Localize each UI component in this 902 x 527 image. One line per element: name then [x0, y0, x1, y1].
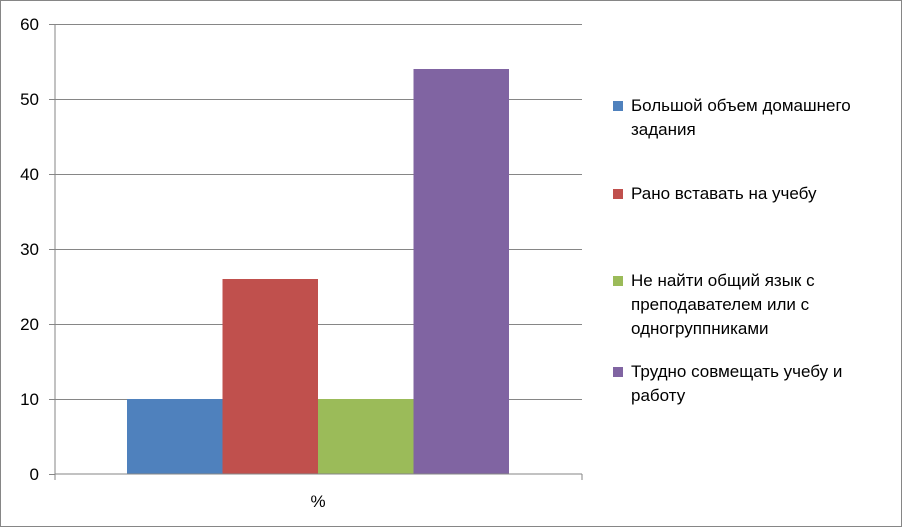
legend-item-early-rise: Рано вставать на учебу — [612, 182, 897, 206]
legend-label-homework: Большой объем домашнего задания — [631, 96, 851, 139]
bar-series-2 — [222, 279, 318, 474]
legend-item-work-study: Трудно совмещать учебу и работу — [612, 360, 877, 408]
x-tick-label: % — [310, 492, 325, 511]
legend-swatch-communication — [613, 276, 623, 286]
y-tick-label-20: 20 — [20, 315, 39, 334]
legend-swatch-work-study — [613, 367, 623, 377]
bars — [127, 69, 509, 474]
y-tick-label-50: 50 — [20, 90, 39, 109]
legend-swatch-homework — [613, 101, 623, 111]
y-axis-ticks: 0 10 20 30 40 50 60 — [20, 15, 55, 484]
axes — [54, 24, 583, 480]
legend-label-communication: Не найти общий язык с преподавателем или… — [631, 271, 815, 338]
legend-label-work-study: Трудно совмещать учебу и работу — [631, 362, 843, 405]
legend-item-communication: Не найти общий язык с преподавателем или… — [612, 269, 872, 341]
bar-series-3 — [318, 399, 414, 474]
bar-series-4 — [413, 69, 509, 474]
legend-swatch-early-rise — [613, 189, 623, 199]
bar-series-1 — [127, 399, 223, 474]
legend-item-homework: Большой объем домашнего задания — [612, 94, 897, 142]
legend-label-early-rise: Рано вставать на учебу — [631, 184, 817, 203]
y-tick-label-0: 0 — [30, 465, 39, 484]
y-tick-label-40: 40 — [20, 165, 39, 184]
y-tick-label-60: 60 — [20, 15, 39, 34]
y-tick-label-10: 10 — [20, 390, 39, 409]
y-tick-label-30: 30 — [20, 240, 39, 259]
